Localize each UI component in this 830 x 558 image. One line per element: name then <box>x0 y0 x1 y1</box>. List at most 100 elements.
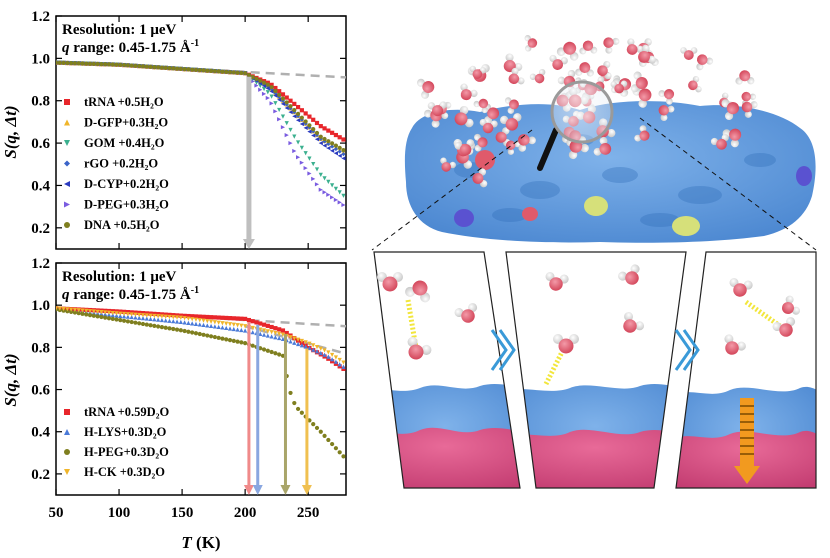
data-point <box>190 67 195 72</box>
water-molecule-icon <box>553 334 579 354</box>
data-point <box>235 327 240 332</box>
data-point <box>91 313 96 318</box>
data-point <box>326 192 331 197</box>
data-point <box>57 306 62 311</box>
data-point <box>76 308 81 313</box>
data-point <box>235 316 240 321</box>
top-y-ticks: 0.2 0.4 0.6 0.8 1.0 1.2 <box>31 9 346 249</box>
water-molecule-icon <box>724 334 746 355</box>
data-point <box>87 61 93 66</box>
legend-marker <box>64 429 70 435</box>
data-point <box>277 92 282 97</box>
data-point <box>292 107 297 113</box>
x-axis-ticks: 50 100 150 200 250 <box>49 505 320 521</box>
data-point <box>277 117 282 122</box>
data-point <box>303 165 308 171</box>
data-point <box>322 433 327 438</box>
data-point <box>292 110 297 115</box>
data-point <box>208 315 214 320</box>
data-point <box>208 323 214 329</box>
data-point <box>292 114 297 119</box>
data-point <box>212 324 217 329</box>
water-molecule-icon <box>658 105 675 122</box>
data-point <box>318 346 323 351</box>
data-point <box>224 315 229 321</box>
top-resolution-label: Resolution: 1 μeV <box>62 22 176 38</box>
data-point <box>250 330 255 335</box>
data-point <box>273 330 278 336</box>
hydration-illustration <box>371 35 817 489</box>
water-molecule-icon <box>500 113 522 131</box>
data-point <box>265 323 270 328</box>
legend-label: GOM +0.4H₂O <box>84 136 165 150</box>
water-molecule-icon <box>658 89 675 105</box>
data-point <box>288 110 293 115</box>
data-point <box>288 140 293 146</box>
data-point <box>288 335 293 340</box>
temperature-arrowhead <box>252 485 263 495</box>
data-point <box>152 313 157 319</box>
data-point <box>220 315 225 320</box>
data-point <box>295 118 301 123</box>
data-point <box>311 347 316 352</box>
data-point <box>99 62 104 67</box>
data-point <box>265 329 270 334</box>
data-point <box>72 307 78 313</box>
data-point <box>190 321 195 326</box>
water-molecule-icon <box>416 78 435 99</box>
data-point <box>95 309 100 314</box>
data-point <box>303 151 308 156</box>
water-molecule-icon <box>772 317 796 337</box>
legend-label: tRNA +0.59D₂O <box>84 405 169 419</box>
data-point <box>171 326 176 332</box>
data-point <box>152 311 157 316</box>
data-point <box>129 314 134 320</box>
data-point <box>239 323 244 328</box>
data-point <box>277 89 282 94</box>
y-tick-label: 0.4 <box>31 425 50 441</box>
top-q-range-label: q range: 0.45-1.75 Å-1 <box>62 38 199 56</box>
water-molecule-icon <box>593 136 612 156</box>
data-point <box>205 319 210 324</box>
data-point <box>159 325 165 330</box>
data-point <box>292 148 297 154</box>
data-point <box>337 362 342 367</box>
data-point <box>254 320 259 325</box>
data-point <box>171 315 176 320</box>
data-point <box>239 340 244 345</box>
data-point <box>311 127 316 132</box>
data-point <box>80 308 85 313</box>
data-point <box>87 309 93 314</box>
legend-marker <box>64 469 70 475</box>
data-point <box>65 60 70 66</box>
data-point <box>299 410 304 415</box>
data-point <box>337 364 342 369</box>
data-point <box>95 61 100 67</box>
plots-area: 0.2 0.4 0.6 0.8 1.0 1.2 Resolution: 1 μeV q r… <box>1 9 347 552</box>
data-point <box>333 146 339 152</box>
data-point <box>341 454 346 459</box>
data-point <box>220 69 225 74</box>
data-point <box>273 109 278 114</box>
data-point <box>284 100 289 105</box>
data-point <box>193 331 199 336</box>
water-molecule-icon <box>479 118 498 134</box>
data-point <box>133 310 138 315</box>
data-point <box>303 119 308 124</box>
data-point <box>174 313 180 318</box>
temperature-arrowhead <box>301 485 312 495</box>
chevron-right-icon <box>674 329 700 371</box>
data-point <box>295 341 301 347</box>
data-point <box>250 79 255 84</box>
data-point <box>318 124 323 129</box>
data-point <box>193 314 199 319</box>
data-point <box>246 72 252 78</box>
data-point <box>261 332 267 337</box>
data-point <box>129 319 134 325</box>
water-molecule-icon <box>549 54 568 70</box>
data-point <box>295 111 301 116</box>
data-point <box>205 333 210 338</box>
water-molecule-icon <box>472 168 488 188</box>
magnifier-icon <box>537 80 614 171</box>
data-point <box>330 357 335 362</box>
